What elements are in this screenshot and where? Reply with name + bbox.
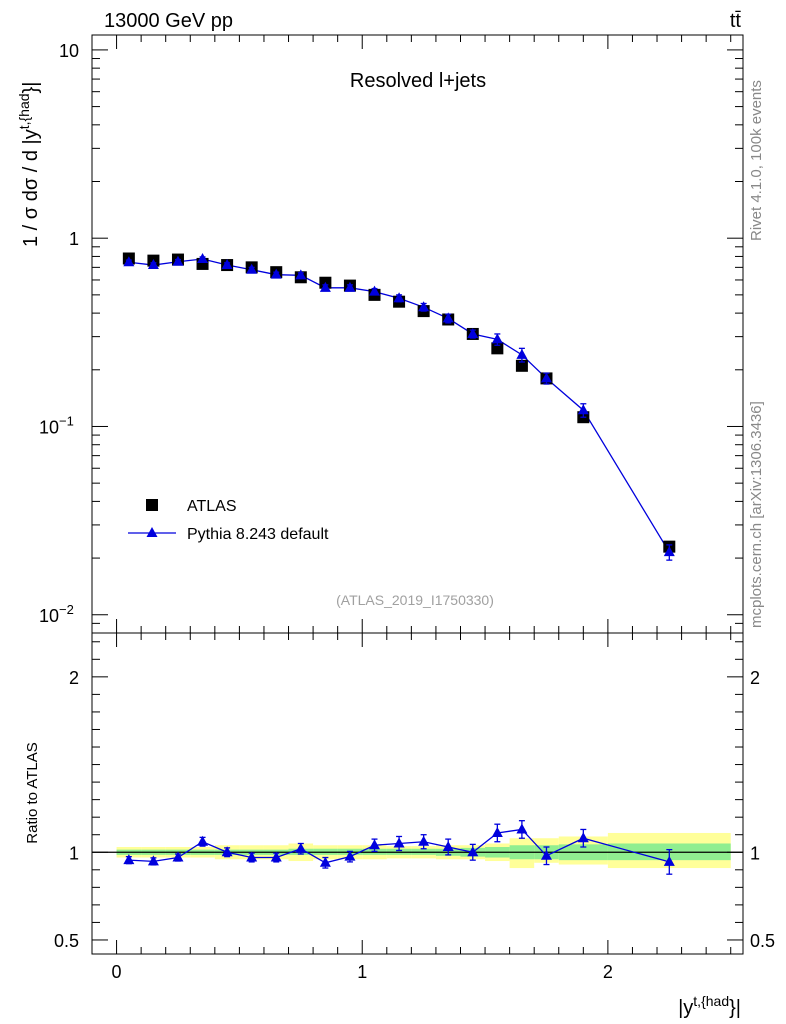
ratio-point [577,832,589,843]
pythia-point [516,348,528,359]
legend-marker-atlas [146,499,158,511]
ratio-point [369,839,381,850]
pythia-point [319,281,331,292]
pythia-point [147,259,159,270]
ratio-point [393,837,405,848]
ratio-y-tick-label: 2 [69,668,79,688]
axis-ticks [92,35,743,954]
rivet-label: Rivet 4.1.0, 100k events [748,80,765,241]
pythia-point [540,372,552,383]
y-tick-label-exponent: −2 [59,602,74,617]
ratio-y-tick-label-right: 1 [750,843,760,863]
pythia-point [123,256,135,267]
legend-label-pythia: Pythia 8.243 default [187,526,329,543]
mcplots-label: mcplots.cern.ch [arXiv:1306.3436] [748,401,765,628]
main-panel-frame [91,34,744,634]
y-tick-label: 10 [59,41,79,61]
y-tick-label-exponent: −1 [59,413,74,428]
ratio-y-tick-label: 0.5 [54,931,79,951]
x-axis-label: |yt,{had}| [678,993,741,1019]
pythia-point [467,327,479,338]
ratio-point [516,823,528,834]
analysis-id-label: (ATLAS_2019_I1750330) [336,592,494,608]
ratio-point [123,854,135,865]
pythia-point [577,404,589,415]
pythia-point [369,285,381,296]
pythia-point [344,281,356,292]
ratio-point [442,841,454,851]
y-tick-label: 10−1 [39,413,74,437]
ratio-panel-frame [91,632,744,955]
y-axis-label-end: }| [20,82,42,94]
y-tick-label-base: 10 [39,606,59,626]
x-tick-label: 0 [112,962,122,982]
x-tick-label: 1 [357,962,367,982]
pythia-point [663,546,675,557]
ratio-point [319,856,331,867]
legend: ATLAS Pythia 8.243 default [128,498,329,543]
ratio-point [246,851,258,862]
pythia-point [197,253,209,264]
pythia-point [418,301,430,312]
pythia-point [491,333,503,344]
x-axis-label-end: }| [729,997,741,1019]
pythia-point [270,268,282,279]
ratio-point [491,826,503,837]
pythia-point [442,312,454,323]
ratio-data-marks [123,820,675,875]
process-label: tt̄ [730,10,742,32]
ratio-point [270,851,282,862]
ratio-point [221,846,233,857]
y-axis-label: 1 / σ dσ / d |yt,{had}| [16,82,42,247]
ratio-point [418,835,430,846]
chart-title: Resolved l+jets [350,70,486,92]
atlas-point [515,359,528,372]
ratio-y-tick-label: 1 [69,843,79,863]
x-tick-label: 2 [603,962,613,982]
ratio-point [467,846,479,857]
pythia-point [393,292,405,303]
pythia-point [221,259,233,270]
ratio-point [147,855,159,866]
ratio-point [663,855,675,866]
ratio-point [344,850,356,861]
pythia-point [172,255,184,266]
y-tick-label-base: 10 [39,417,59,437]
ratio-y-tick-label-right: 0.5 [750,931,775,951]
ratio-y-axis-label: Ratio to ATLAS [24,742,41,843]
x-axis-label-sup: t,{had [693,993,729,1009]
main-data-marks [122,252,676,561]
ratio-point [295,842,307,853]
pythia-point [295,269,307,280]
ratio-point [197,835,209,846]
ratio-y-tick-label-right: 2 [750,668,760,688]
legend-label-atlas: ATLAS [187,498,237,515]
x-axis-label-main: |y [678,997,693,1019]
legend-marker-pythia [146,527,158,537]
y-axis-label-sup: t,{had [16,93,32,129]
y-tick-label: 1 [69,229,79,249]
pythia-point [246,263,258,274]
ratio-point [172,851,184,862]
ratio-point [540,849,552,860]
y-tick-label: 10−2 [39,602,74,626]
y-axis-label-main: 1 / σ dσ / d |y [20,129,42,247]
energy-label: 13000 GeV pp [104,10,233,32]
